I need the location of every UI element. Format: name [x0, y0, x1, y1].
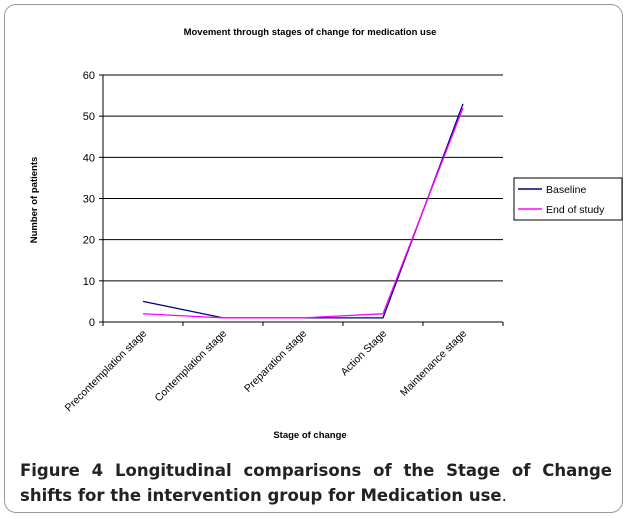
y-tick-label: 40: [83, 152, 95, 164]
x-tick-label: Action Stage: [339, 328, 390, 379]
series-line: [142, 103, 464, 319]
y-tick-label: 0: [89, 317, 95, 329]
x-tick-label: Contemplation stage: [153, 328, 230, 405]
caption: Figure 4 Longitudinal comparisons of the…: [20, 458, 612, 508]
legend-label: Baseline: [546, 184, 586, 196]
y-tick-label: 50: [83, 111, 95, 123]
legend-box: [513, 177, 623, 221]
chart-title: Movement through stages of change for me…: [184, 27, 437, 38]
y-tick-label: 10: [83, 276, 95, 288]
y-axis-title: Number of patients: [29, 157, 40, 244]
caption-text: Figure 4 Longitudinal comparisons of the…: [20, 461, 612, 505]
y-tick-label: 20: [83, 235, 95, 247]
x-axis-title: Stage of change: [273, 430, 346, 441]
y-tick-label: 60: [83, 70, 95, 82]
y-tick-label: 30: [83, 194, 95, 206]
legend-label: End of study: [546, 204, 605, 216]
x-tick-label: Preparation stage: [242, 328, 309, 395]
x-tick-label: Precontemplation stage: [63, 328, 150, 415]
x-tick-label: Maintenance stage: [398, 328, 469, 399]
figure-frame: [4, 4, 623, 513]
caption-end: .: [501, 486, 507, 505]
series-line: [142, 107, 464, 319]
